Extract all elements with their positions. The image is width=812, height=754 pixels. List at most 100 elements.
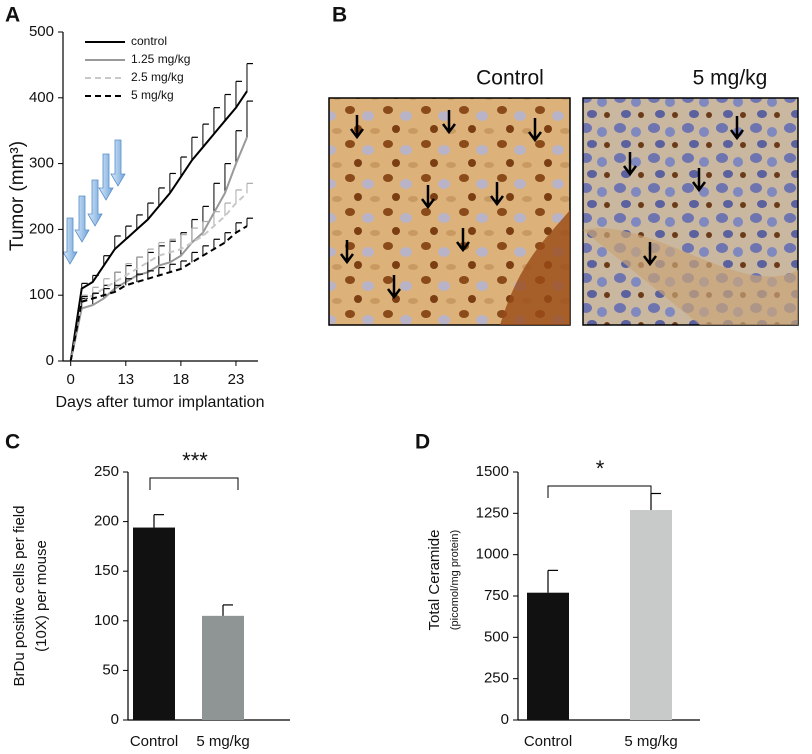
dose-arrows [62, 139, 126, 265]
significance-bracket [547, 485, 652, 498]
error-bar [136, 214, 143, 230]
error-bar [158, 241, 165, 256]
x-tick-label: 5 mg/kg [196, 733, 249, 750]
significance-label: * [596, 456, 605, 481]
error-bar [191, 251, 198, 263]
error-bar [125, 225, 132, 240]
error-bar [235, 80, 242, 108]
error-bar [246, 217, 253, 227]
error-bar [158, 187, 165, 207]
y-tick-label: 1000 [476, 546, 509, 563]
y-tick-label: 500 [29, 23, 54, 40]
error-bar [114, 271, 121, 283]
error-bar [235, 130, 242, 164]
bar [630, 510, 672, 720]
y-tick-label: 0 [46, 352, 54, 369]
y-tick-label: 1250 [476, 504, 509, 521]
error-bar [158, 266, 165, 276]
error-bar [191, 136, 198, 161]
error-bar [169, 238, 176, 253]
error-bar [213, 182, 220, 213]
error-bar [202, 245, 209, 256]
y-axis-label: Total Ceramide [426, 530, 443, 631]
y-axis-label: Tumor (mm³) [7, 141, 28, 251]
error-bar [125, 263, 132, 276]
error-bar [213, 107, 220, 134]
y-tick-label: 100 [94, 612, 119, 629]
legend-label: control [131, 34, 167, 48]
error-bar [180, 234, 187, 250]
y-tick-label: 200 [94, 513, 119, 530]
error-bar [153, 514, 164, 528]
error-bar [202, 220, 209, 236]
y-tick-label: 300 [29, 155, 54, 172]
significance-bracket [149, 477, 239, 490]
x-tick-label: Control [130, 733, 178, 750]
series-line [69, 192, 248, 362]
error-bar [103, 278, 110, 289]
error-bar [147, 202, 154, 220]
bar [202, 615, 244, 720]
panel-label: B [332, 4, 347, 27]
error-bar [224, 202, 231, 217]
error-bar [147, 248, 154, 263]
marker-arrows [340, 110, 744, 300]
y-tick-label: 200 [29, 220, 54, 237]
series-line [69, 136, 248, 362]
x-tick-label: Control [524, 733, 572, 750]
y-tick-label: 750 [484, 587, 509, 604]
y-axis-label: BrDu positive cells per field [11, 506, 28, 687]
error-bar [246, 100, 253, 138]
y-tick-label: 0 [501, 711, 509, 728]
series-line [69, 225, 248, 362]
bar [133, 527, 175, 720]
error-bar [114, 235, 121, 250]
x-tick-label: 18 [173, 371, 190, 388]
y-axis-label: (picomol/mg protein) [449, 530, 461, 630]
error-bar [246, 62, 253, 92]
error-bar [235, 222, 242, 233]
y-tick-label: 250 [484, 670, 509, 687]
panel-label: A [5, 4, 20, 27]
y-tick-label: 50 [102, 661, 119, 678]
x-tick-label: 0 [67, 371, 75, 388]
x-tick-label: 13 [117, 371, 134, 388]
x-tick-label: 23 [228, 371, 245, 388]
y-tick-label: 100 [29, 286, 54, 303]
error-bar [547, 569, 558, 593]
error-bar [213, 211, 220, 227]
error-bar [202, 123, 209, 148]
significance-label: *** [182, 448, 208, 473]
error-bar [169, 263, 176, 273]
error-bar [235, 189, 242, 204]
panel-label: C [5, 431, 20, 454]
error-bar [103, 288, 110, 296]
error-bar [213, 238, 220, 250]
series-line [69, 90, 248, 362]
bar [527, 592, 569, 720]
y-axis-label: (10X) per mouse [33, 540, 50, 652]
legend-label: 2.5 mg/kg [131, 70, 184, 84]
y-tick-label: 0 [111, 711, 119, 728]
image-label: Control [476, 67, 544, 90]
y-tick-label: 1500 [476, 463, 509, 480]
y-tick-label: 150 [94, 562, 119, 579]
panel-label: D [415, 431, 430, 454]
error-bar [180, 260, 187, 269]
error-bar [224, 163, 231, 194]
y-tick-label: 500 [484, 628, 509, 645]
error-bar [650, 492, 661, 511]
error-bar [169, 172, 176, 194]
error-bar [224, 232, 231, 243]
error-bar [136, 273, 143, 283]
x-tick-label: 5 mg/kg [624, 733, 677, 750]
error-bar [125, 278, 132, 286]
image-label: 5 mg/kg [693, 67, 768, 90]
error-bar [224, 93, 231, 121]
error-bar [147, 270, 154, 279]
x-axis-label: Days after tumor implantation [56, 394, 265, 411]
error-bar [191, 227, 198, 243]
legend-label: 5 mg/kg [131, 88, 174, 102]
error-bar [222, 604, 233, 616]
